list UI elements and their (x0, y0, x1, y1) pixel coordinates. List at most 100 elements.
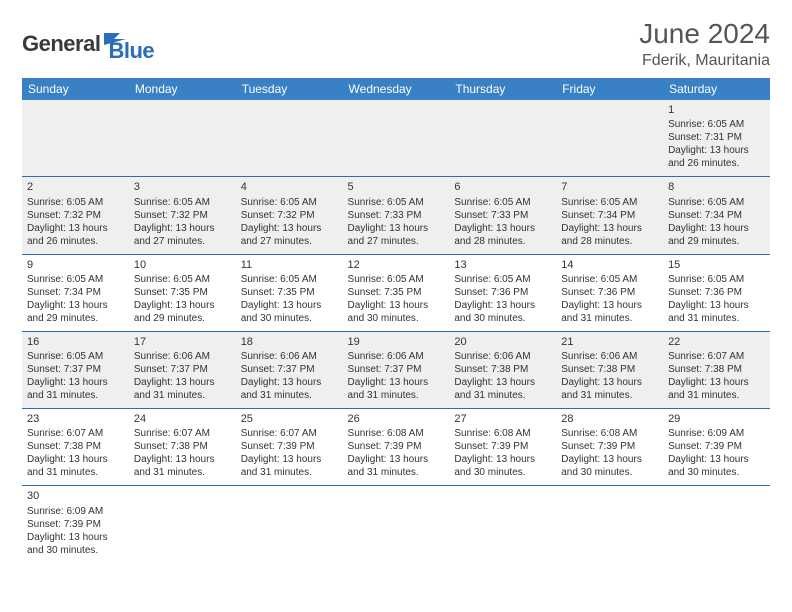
daylight-line: Daylight: 13 hours and 31 minutes. (561, 299, 658, 325)
day-number: 10 (134, 258, 231, 272)
daylight-line: Daylight: 13 hours and 30 minutes. (454, 453, 551, 479)
sunset-line: Sunset: 7:38 PM (561, 363, 658, 376)
day-number: 18 (241, 335, 338, 349)
sunrise-line: Sunrise: 6:09 AM (27, 505, 124, 518)
day-number: 17 (134, 335, 231, 349)
daylight-line: Daylight: 13 hours and 27 minutes. (348, 222, 445, 248)
sunrise-line: Sunrise: 6:06 AM (348, 350, 445, 363)
calendar-cell: 10Sunrise: 6:05 AMSunset: 7:35 PMDayligh… (129, 254, 236, 331)
sunrise-line: Sunrise: 6:05 AM (27, 273, 124, 286)
day-number: 30 (27, 489, 124, 503)
calendar-cell: 30 Sunrise: 6:09 AMSunset: 7:39 PMDayligh… (22, 486, 129, 563)
daylight-line: Daylight: 13 hours and 30 minutes. (668, 453, 765, 479)
day-number: 13 (454, 258, 551, 272)
daylight-line: Daylight: 13 hours and 31 minutes. (27, 453, 124, 479)
calendar-cell (556, 100, 663, 177)
calendar-cell: 17Sunrise: 6:06 AMSunset: 7:37 PMDayligh… (129, 331, 236, 408)
sunset-line: Sunset: 7:37 PM (27, 363, 124, 376)
daylight-line: Daylight: 13 hours and 30 minutes. (27, 531, 124, 557)
calendar-cell: 24Sunrise: 6:07 AMSunset: 7:38 PMDayligh… (129, 409, 236, 486)
title-block: June 2024 Fderik, Mauritania (639, 18, 770, 70)
sunset-line: Sunset: 7:34 PM (668, 209, 765, 222)
calendar-cell: 22Sunrise: 6:07 AMSunset: 7:38 PMDayligh… (663, 331, 770, 408)
sunset-line: Sunset: 7:36 PM (454, 286, 551, 299)
calendar-cell: 2Sunrise: 6:05 AMSunset: 7:32 PMDaylight… (22, 177, 129, 254)
day-number: 25 (241, 412, 338, 426)
brand-logo: General Blue (22, 18, 154, 64)
sunrise-line: Sunrise: 6:08 AM (348, 427, 445, 440)
daylight-line: Daylight: 13 hours and 31 minutes. (134, 453, 231, 479)
calendar-cell (449, 486, 556, 563)
day-number: 26 (348, 412, 445, 426)
sunset-line: Sunset: 7:35 PM (348, 286, 445, 299)
sunrise-line: Sunrise: 6:05 AM (134, 196, 231, 209)
day-number: 7 (561, 180, 658, 194)
calendar-cell: 20Sunrise: 6:06 AMSunset: 7:38 PMDayligh… (449, 331, 556, 408)
daylight-line: Daylight: 13 hours and 31 minutes. (241, 453, 338, 479)
daylight-line: Daylight: 13 hours and 26 minutes. (668, 144, 765, 170)
sunrise-line: Sunrise: 6:05 AM (241, 196, 338, 209)
daylight-line: Daylight: 13 hours and 30 minutes. (561, 453, 658, 479)
day-number: 1 (668, 103, 765, 117)
calendar-cell: 11Sunrise: 6:05 AMSunset: 7:35 PMDayligh… (236, 254, 343, 331)
weekday-heading: Thursday (449, 78, 556, 100)
calendar-cell: 15Sunrise: 6:05 AMSunset: 7:36 PMDayligh… (663, 254, 770, 331)
weekday-heading: Monday (129, 78, 236, 100)
calendar-cell: 23Sunrise: 6:07 AMSunset: 7:38 PMDayligh… (22, 409, 129, 486)
calendar-cell: 21Sunrise: 6:06 AMSunset: 7:38 PMDayligh… (556, 331, 663, 408)
daylight-line: Daylight: 13 hours and 30 minutes. (348, 299, 445, 325)
weekday-heading: Sunday (22, 78, 129, 100)
location-label: Fderik, Mauritania (639, 52, 770, 70)
weekday-heading: Tuesday (236, 78, 343, 100)
calendar-cell: 12Sunrise: 6:05 AMSunset: 7:35 PMDayligh… (343, 254, 450, 331)
sunrise-line: Sunrise: 6:05 AM (454, 196, 551, 209)
sunset-line: Sunset: 7:39 PM (241, 440, 338, 453)
sunrise-line: Sunrise: 6:05 AM (454, 273, 551, 286)
calendar-cell (343, 486, 450, 563)
calendar-cell: 26Sunrise: 6:08 AMSunset: 7:39 PMDayligh… (343, 409, 450, 486)
calendar-cell (663, 486, 770, 563)
sunrise-line: Sunrise: 6:06 AM (561, 350, 658, 363)
calendar-cell: 6Sunrise: 6:05 AMSunset: 7:33 PMDaylight… (449, 177, 556, 254)
calendar-row: 23Sunrise: 6:07 AMSunset: 7:38 PMDayligh… (22, 409, 770, 486)
sunset-line: Sunset: 7:36 PM (668, 286, 765, 299)
calendar-body: 1Sunrise: 6:05 AMSunset: 7:31 PMDaylight… (22, 100, 770, 563)
sunrise-line: Sunrise: 6:05 AM (348, 196, 445, 209)
calendar-cell (129, 486, 236, 563)
calendar-row: 30 Sunrise: 6:09 AMSunset: 7:39 PMDayligh… (22, 486, 770, 563)
calendar-cell: 4Sunrise: 6:05 AMSunset: 7:32 PMDaylight… (236, 177, 343, 254)
day-number: 21 (561, 335, 658, 349)
weekday-heading: Friday (556, 78, 663, 100)
daylight-line: Daylight: 13 hours and 31 minutes. (561, 376, 658, 402)
sunset-line: Sunset: 7:38 PM (134, 440, 231, 453)
sunset-line: Sunset: 7:39 PM (27, 518, 124, 531)
sunrise-line: Sunrise: 6:06 AM (241, 350, 338, 363)
weekday-heading: Wednesday (343, 78, 450, 100)
sunset-line: Sunset: 7:32 PM (27, 209, 124, 222)
sunrise-line: Sunrise: 6:05 AM (668, 118, 765, 131)
sunset-line: Sunset: 7:32 PM (134, 209, 231, 222)
calendar-cell: 1Sunrise: 6:05 AMSunset: 7:31 PMDaylight… (663, 100, 770, 177)
calendar-row: 9Sunrise: 6:05 AMSunset: 7:34 PMDaylight… (22, 254, 770, 331)
sunset-line: Sunset: 7:39 PM (561, 440, 658, 453)
daylight-line: Daylight: 13 hours and 29 minutes. (134, 299, 231, 325)
sunrise-line: Sunrise: 6:06 AM (134, 350, 231, 363)
brand-part1: General (22, 31, 100, 57)
daylight-line: Daylight: 13 hours and 26 minutes. (27, 222, 124, 248)
sunset-line: Sunset: 7:38 PM (454, 363, 551, 376)
daylight-line: Daylight: 13 hours and 31 minutes. (348, 453, 445, 479)
day-number: 8 (668, 180, 765, 194)
day-number: 28 (561, 412, 658, 426)
day-number: 12 (348, 258, 445, 272)
calendar-cell (22, 100, 129, 177)
daylight-line: Daylight: 13 hours and 31 minutes. (348, 376, 445, 402)
daylight-line: Daylight: 13 hours and 30 minutes. (454, 299, 551, 325)
calendar-row: 2Sunrise: 6:05 AMSunset: 7:32 PMDaylight… (22, 177, 770, 254)
calendar-cell: 9Sunrise: 6:05 AMSunset: 7:34 PMDaylight… (22, 254, 129, 331)
daylight-line: Daylight: 13 hours and 31 minutes. (668, 376, 765, 402)
sunrise-line: Sunrise: 6:05 AM (561, 196, 658, 209)
sunset-line: Sunset: 7:33 PM (348, 209, 445, 222)
day-number: 24 (134, 412, 231, 426)
sunset-line: Sunset: 7:38 PM (668, 363, 765, 376)
calendar-cell (236, 486, 343, 563)
